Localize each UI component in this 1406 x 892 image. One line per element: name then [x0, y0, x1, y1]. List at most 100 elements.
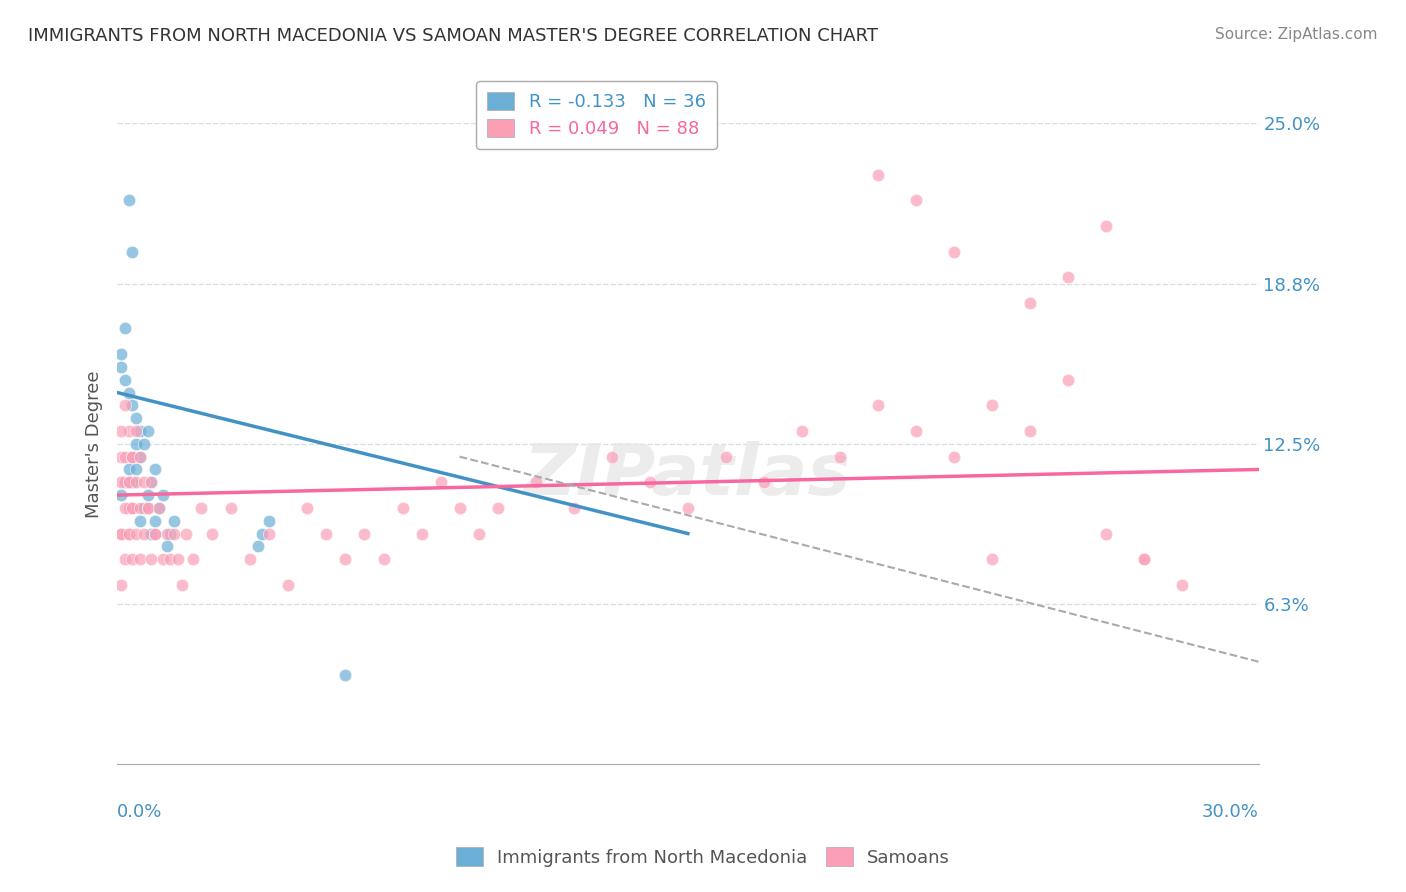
Point [315, 526, 337, 541]
Point [136, 424, 159, 438]
Point [486, 500, 509, 515]
Point [125, 411, 148, 425]
Point [1133, 552, 1156, 566]
Point [110, 488, 132, 502]
Point [676, 500, 699, 515]
Y-axis label: Master's Degree: Master's Degree [86, 370, 103, 517]
Point [335, 667, 357, 681]
Point [125, 437, 148, 451]
Point [163, 526, 186, 541]
Point [221, 500, 243, 515]
Legend: Immigrants from North Macedonia, Samoans: Immigrants from North Macedonia, Samoans [449, 840, 957, 874]
Point [129, 552, 152, 566]
Point [143, 526, 166, 541]
Point [117, 526, 139, 541]
Point [259, 526, 281, 541]
Legend: R = -0.133   N = 36, R = 0.049   N = 88: R = -0.133 N = 36, R = 0.049 N = 88 [477, 81, 717, 149]
Text: ZIPatlas: ZIPatlas [524, 442, 852, 510]
Point [714, 450, 737, 464]
Point [110, 347, 132, 361]
Point [156, 526, 179, 541]
Point [110, 359, 132, 374]
Point [114, 552, 136, 566]
Point [141, 475, 163, 490]
Point [190, 500, 212, 515]
Point [181, 552, 204, 566]
Text: 30.0%: 30.0% [1202, 803, 1258, 821]
Point [159, 526, 181, 541]
Point [125, 475, 148, 490]
Point [121, 450, 143, 464]
Text: 0.0%: 0.0% [117, 803, 163, 821]
Point [117, 385, 139, 400]
Point [259, 514, 281, 528]
Point [110, 424, 132, 438]
Point [167, 552, 190, 566]
Point [981, 398, 1004, 412]
Point [136, 500, 159, 515]
Point [129, 500, 152, 515]
Point [110, 475, 132, 490]
Point [1095, 219, 1118, 233]
Point [562, 500, 585, 515]
Point [1057, 373, 1080, 387]
Point [129, 514, 152, 528]
Point [114, 373, 136, 387]
Point [141, 552, 163, 566]
Point [129, 424, 152, 438]
Point [110, 526, 132, 541]
Point [117, 475, 139, 490]
Point [121, 450, 143, 464]
Point [136, 500, 159, 515]
Point [828, 450, 851, 464]
Text: IMMIGRANTS FROM NORTH MACEDONIA VS SAMOAN MASTER'S DEGREE CORRELATION CHART: IMMIGRANTS FROM NORTH MACEDONIA VS SAMOA… [28, 27, 879, 45]
Point [121, 244, 143, 259]
Point [117, 475, 139, 490]
Point [117, 500, 139, 515]
Point [1019, 424, 1042, 438]
Point [449, 500, 471, 515]
Point [239, 552, 262, 566]
Point [148, 500, 170, 515]
Point [297, 500, 319, 515]
Point [117, 424, 139, 438]
Point [1095, 526, 1118, 541]
Point [170, 578, 193, 592]
Point [156, 540, 179, 554]
Point [132, 500, 155, 515]
Point [110, 578, 132, 592]
Point [121, 552, 143, 566]
Point [1057, 270, 1080, 285]
Point [159, 552, 181, 566]
Point [117, 462, 139, 476]
Point [148, 500, 170, 515]
Point [524, 475, 547, 490]
Point [125, 424, 148, 438]
Point [117, 194, 139, 208]
Point [114, 475, 136, 490]
Point [114, 475, 136, 490]
Point [391, 500, 413, 515]
Point [114, 398, 136, 412]
Point [110, 526, 132, 541]
Point [129, 450, 152, 464]
Point [250, 526, 273, 541]
Point [353, 526, 375, 541]
Point [163, 514, 186, 528]
Point [1019, 295, 1042, 310]
Point [110, 450, 132, 464]
Point [114, 450, 136, 464]
Point [790, 424, 813, 438]
Point [373, 552, 395, 566]
Point [411, 526, 433, 541]
Point [429, 475, 451, 490]
Point [136, 488, 159, 502]
Point [152, 488, 174, 502]
Point [121, 450, 143, 464]
Point [132, 526, 155, 541]
Point [121, 500, 143, 515]
Point [132, 437, 155, 451]
Point [143, 514, 166, 528]
Point [1133, 552, 1156, 566]
Point [467, 526, 489, 541]
